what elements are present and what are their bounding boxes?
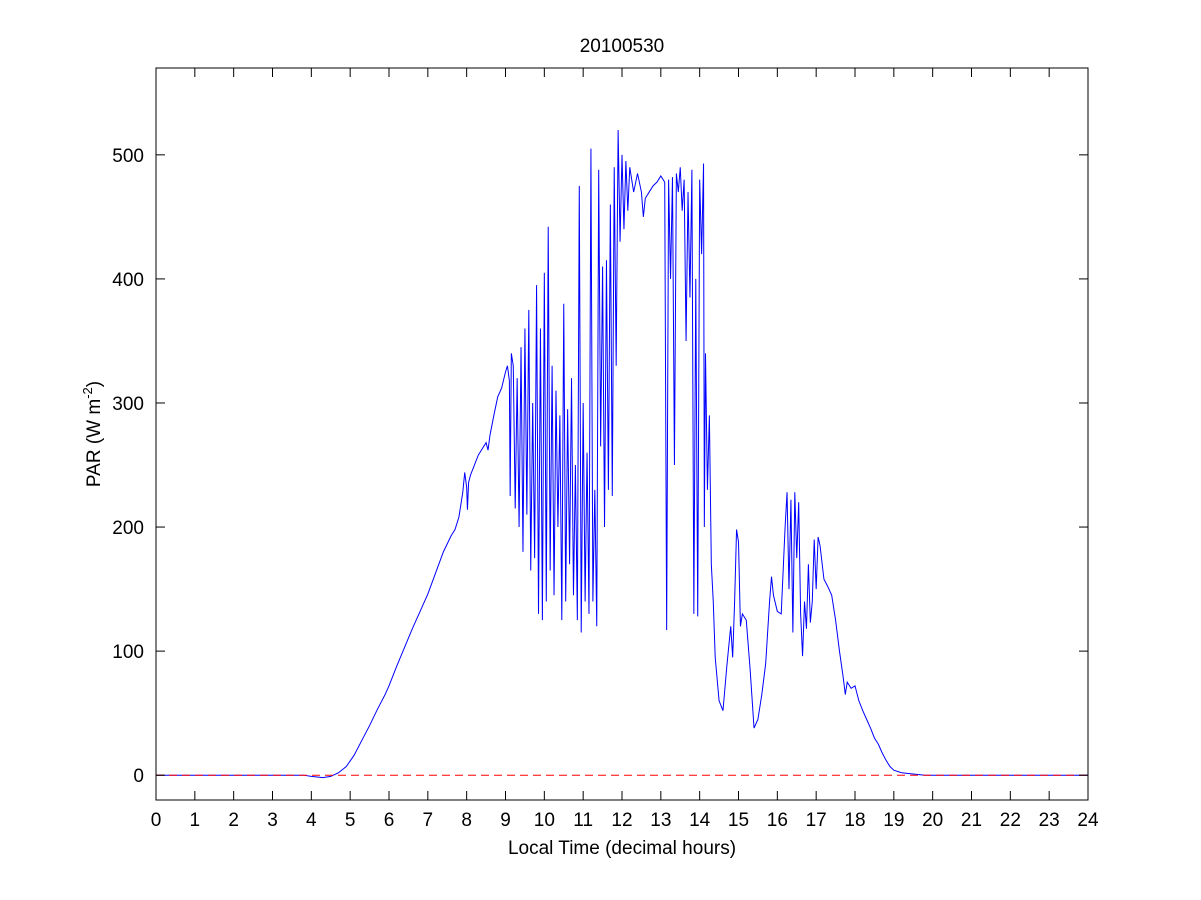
x-tick-label: 14 (689, 810, 711, 831)
y-tick-label: 0 (133, 766, 144, 787)
y-tick-label: 500 (112, 146, 144, 167)
x-tick-label: 22 (1000, 810, 1021, 831)
x-tick-label: 1 (190, 810, 201, 831)
x-tick-label: 12 (611, 810, 632, 831)
series-line-0 (156, 130, 1088, 779)
y-tick-label: 400 (112, 270, 144, 291)
y-axis-title: PAR (W m-2) (80, 381, 105, 487)
x-tick-label: 4 (306, 810, 317, 831)
series-layer (156, 130, 1088, 779)
y-tick-label: 200 (112, 518, 144, 539)
plot-area (155, 67, 1089, 801)
tick-layer: 0 1 2 3 4 5 6 7 8 9 10 11 12 13 14 15 16 17 18 19 20 21 22 23 24… (112, 68, 1099, 831)
x-tick-label: 8 (461, 810, 472, 831)
y-axis-title-superscript: -2 (80, 387, 95, 399)
x-tick-label: 15 (728, 810, 749, 831)
x-tick-label: 21 (961, 810, 982, 831)
chart-title: 20100530 (580, 36, 665, 57)
x-tick-label: 6 (384, 810, 395, 831)
x-tick-label: 20 (922, 810, 943, 831)
x-tick-label: 5 (345, 810, 356, 831)
y-tick-label: 100 (112, 642, 144, 663)
x-tick-label: 17 (806, 810, 827, 831)
x-tick-label: 23 (1039, 810, 1060, 831)
x-tick-label: 2 (228, 810, 239, 831)
x-tick-label: 0 (151, 810, 162, 831)
x-tick-label: 16 (767, 810, 788, 831)
x-tick-label: 3 (267, 810, 278, 831)
y-axis-title-main: PAR (W m (84, 399, 105, 487)
x-tick-label: 19 (883, 810, 904, 831)
y-axis-title-close: ) (84, 381, 105, 387)
x-tick-label: 13 (650, 810, 671, 831)
x-tick-label: 7 (423, 810, 434, 831)
x-tick-label: 11 (573, 810, 593, 831)
x-tick-label: 10 (534, 810, 555, 831)
x-tick-label: 18 (844, 810, 865, 831)
y-tick-label: 300 (112, 394, 144, 415)
x-axis-title: Local Time (decimal hours) (508, 838, 736, 859)
x-tick-label: 9 (500, 810, 511, 831)
x-tick-label: 24 (1077, 810, 1099, 831)
